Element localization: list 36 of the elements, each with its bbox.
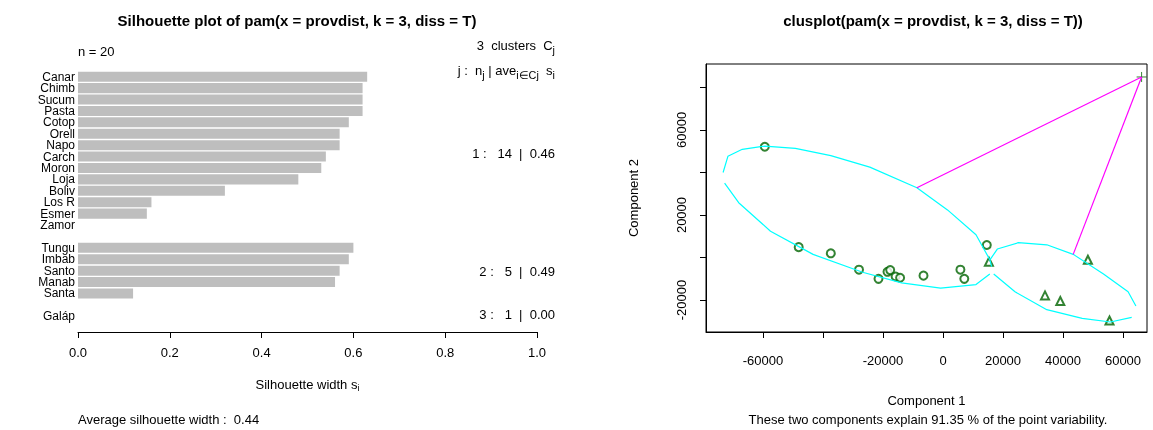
y-tick-label: Canar (42, 69, 75, 84)
y-tick-label: Moron (40, 160, 75, 175)
x-tick-label: -60000 (742, 353, 784, 368)
y-tick-label: Napo (46, 138, 76, 153)
y-axis-title: Component 2 (626, 158, 641, 238)
y-tick-label: 60000 (674, 111, 689, 149)
y-tick-label: Tungu (41, 240, 75, 255)
chart-title: Silhouette plot of pam(x = provdist, k = 3, diss = T) (117, 12, 477, 29)
y-tick-label: Santa (43, 286, 76, 301)
annotation: j : n$_{j}$ | ave$_{i∈Cj}$ s$_{i}$ (457, 63, 555, 83)
x-tick-label: 40000 (1044, 353, 1082, 368)
x-tick-label: 60000 (1104, 353, 1142, 368)
y-tick-label: -20000 (674, 279, 689, 321)
x-tick-label: 1.0 (527, 345, 547, 360)
text: Average silhouette width : 0.44 (78, 412, 260, 428)
x-axis-title: Component 1 (887, 393, 966, 408)
y-tick-label: 20000 (674, 196, 689, 234)
y-tick-label: Galáp (42, 309, 76, 324)
annotation: 3 : 1 | 0.00 (479, 307, 555, 323)
y-tick-label: Loja (52, 172, 76, 187)
annotation: 1 : 14 | 0.46 (472, 146, 555, 162)
y-tick-label: Santo (43, 263, 76, 278)
y-tick-label: Zamor (40, 218, 75, 233)
x-tick-label: 0.0 (68, 345, 88, 360)
annotation: 2 : 5 | 0.49 (479, 264, 555, 280)
x-tick-label: -20000 (862, 353, 904, 368)
chart-title: clusplot(pam(x = provdist, k = 3, diss = T)) (783, 12, 1083, 29)
x-tick-label: 0.2 (160, 345, 179, 360)
text: 3 clusters C$_{j}$ (476, 38, 555, 58)
x-tick-label: 0.6 (344, 345, 363, 360)
x-tick-label: 0 (939, 353, 947, 368)
x-tick-label: 0.4 (252, 345, 271, 360)
x-tick-label: 0.8 (436, 345, 455, 360)
text: These two components explain 91.35 % of the point variability. (748, 412, 1108, 428)
x-tick-label: 20000 (984, 353, 1022, 368)
text: n = 20 (78, 44, 115, 60)
